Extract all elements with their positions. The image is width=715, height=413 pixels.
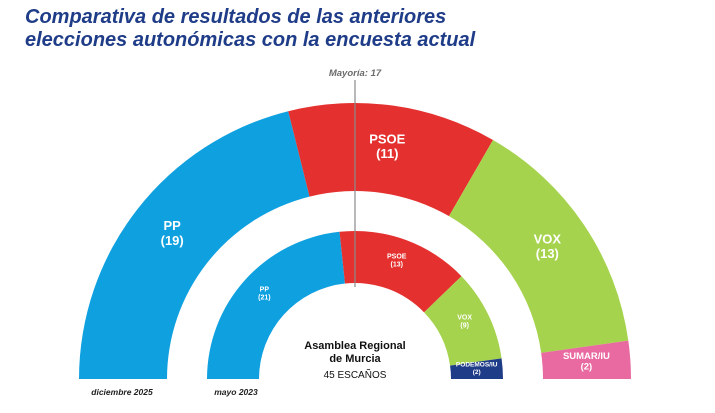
center-seat-count: 45 ESCAÑOS bbox=[324, 368, 387, 381]
mayo-2023-pp-name-label: PP bbox=[260, 286, 270, 293]
diciembre-2025-psoe-name-label: PSOE bbox=[369, 131, 405, 146]
outer-ring-name: diciembre 2025 bbox=[91, 387, 153, 397]
mayo-2023-pp-value-label: (21) bbox=[258, 294, 270, 301]
mayo-2023-pp-segment bbox=[207, 231, 345, 379]
diciembre-2025-vox-name-label: VOX bbox=[534, 231, 562, 246]
mayo-2023-podemos-iu-value-label: (2) bbox=[473, 369, 481, 376]
mayo-2023-vox-value-label: (9) bbox=[460, 323, 469, 330]
diciembre-2025-pp-segment bbox=[79, 111, 310, 380]
diciembre-2025-psoe-segment bbox=[288, 103, 493, 217]
diciembre-2025-psoe-value-label: (11) bbox=[376, 146, 398, 161]
chart-title-line-2: elecciones autonómicas con la encuesta a… bbox=[25, 29, 476, 51]
inner-ring-name: mayo 2023 bbox=[214, 387, 258, 397]
inner-ring-mayo-2023 bbox=[207, 231, 503, 379]
center-title-line-2: de Murcia bbox=[329, 353, 381, 365]
diciembre-2025-sumar-iu-segment bbox=[541, 340, 631, 379]
diciembre-2025-sumar-iu-name-label: SUMAR/IU bbox=[563, 351, 610, 362]
diciembre-2025-vox-value-label: (13) bbox=[536, 246, 559, 261]
mayo-2023-psoe-name-label: PSOE bbox=[387, 253, 407, 260]
diciembre-2025-pp-value-label: (19) bbox=[161, 233, 184, 248]
majority-label: Mayoría: 17 bbox=[329, 68, 382, 79]
mayo-2023-psoe-value-label: (13) bbox=[390, 261, 402, 268]
chart-title: Comparativa de resultados de las anterio… bbox=[25, 6, 705, 52]
diciembre-2025-sumar-iu-value-label: (2) bbox=[581, 362, 593, 373]
mayo-2023-psoe-segment bbox=[339, 231, 462, 313]
center-title-line-1: Asamblea Regional bbox=[304, 340, 405, 352]
mayo-2023-vox-segment bbox=[424, 276, 502, 366]
diciembre-2025-vox-segment bbox=[449, 139, 629, 353]
mayo-2023-vox-name-label: VOX bbox=[457, 315, 472, 322]
diciembre-2025-pp-name-label: PP bbox=[164, 218, 182, 233]
segment-labels: PP(19)PSOE(11)VOX(13)SUMAR/IU(2)PP(21)PS… bbox=[161, 131, 610, 376]
mayo-2023-podemos-iu-name-label: PODEMOS/IU bbox=[456, 361, 498, 368]
outer-ring-diciembre-2025 bbox=[79, 103, 631, 380]
mayo-2023-podemos-iu-segment bbox=[450, 358, 503, 379]
chart-title-line-1: Comparativa de resultados de las anterio… bbox=[25, 6, 447, 28]
